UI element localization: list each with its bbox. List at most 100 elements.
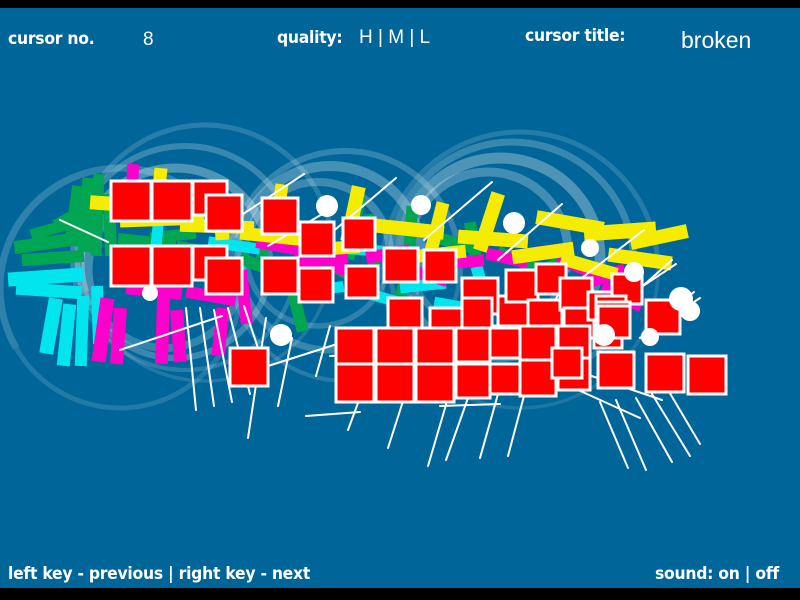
artwork-square xyxy=(298,220,336,258)
artwork-square xyxy=(150,244,194,288)
artwork-stroke-yellow xyxy=(239,226,307,247)
artwork-square xyxy=(204,256,244,296)
artwork-square xyxy=(150,179,194,223)
artwork-dot xyxy=(641,328,659,346)
artwork-stroke-magenta xyxy=(91,297,115,363)
quality-label: quality: xyxy=(277,28,343,48)
artwork-stroke-cyan xyxy=(74,295,90,367)
artwork-square xyxy=(341,216,377,252)
artwork-square xyxy=(454,362,492,400)
artwork-line xyxy=(185,307,197,411)
artwork-line xyxy=(59,219,109,243)
artwork-stroke-green xyxy=(21,249,85,267)
artwork-dot xyxy=(680,301,700,321)
artwork-line xyxy=(497,203,563,261)
stage: cursor no. 8 quality: H | M | L cursor t… xyxy=(0,8,800,588)
artwork-square xyxy=(297,266,335,304)
letterbox-top xyxy=(0,0,800,8)
cursor-number-label: cursor no. xyxy=(8,29,95,49)
artwork-line xyxy=(507,395,525,457)
artwork-square xyxy=(422,248,458,284)
cursor-number-value: 8 xyxy=(143,29,154,50)
artwork-stroke-cyan xyxy=(39,297,63,355)
artwork-squares-layer xyxy=(109,179,728,404)
artwork-square xyxy=(382,246,420,284)
artwork-dot xyxy=(316,195,338,217)
artwork-dot xyxy=(411,195,431,215)
artwork-line xyxy=(439,403,501,407)
artwork-dot xyxy=(270,324,292,346)
artwork-line xyxy=(423,181,493,241)
artwork-square xyxy=(644,352,686,394)
artwork-canvas xyxy=(0,122,728,471)
artwork-square xyxy=(260,256,300,296)
artwork-square xyxy=(374,362,416,404)
artwork-stroke-magenta xyxy=(110,307,127,365)
artwork-stroke-magenta xyxy=(154,297,171,365)
artwork-line xyxy=(651,393,691,457)
artwork-stroke-magenta xyxy=(185,285,237,307)
artwork-line xyxy=(315,325,331,377)
artwork-line xyxy=(119,315,223,351)
artwork-square xyxy=(414,326,456,368)
cursor-artwork xyxy=(0,8,800,588)
artwork-line xyxy=(573,229,645,285)
artwork-stroke-cyan xyxy=(56,303,77,367)
artwork-square xyxy=(414,362,456,404)
artwork-stroke-yellow xyxy=(629,224,689,250)
artwork-stroke-cyan xyxy=(7,267,85,287)
artwork-line xyxy=(329,177,397,235)
artwork-line xyxy=(305,411,361,417)
artwork-stroke-cyan xyxy=(15,281,83,300)
quality-selector[interactable]: H | M | L xyxy=(359,27,431,48)
artwork-square xyxy=(518,324,558,364)
artwork-square xyxy=(334,326,376,368)
artwork-line xyxy=(599,401,629,469)
artwork-stroke-yellow xyxy=(371,218,445,240)
sound-toggle[interactable]: sound: on | off xyxy=(655,564,780,584)
artwork-stroke-cyan xyxy=(207,236,261,255)
artwork-stroke-yellow xyxy=(559,252,619,281)
artwork-arc xyxy=(228,148,463,283)
artwork-square xyxy=(550,346,584,380)
artwork-stroke-yellow xyxy=(473,191,505,253)
artwork-line xyxy=(427,397,449,467)
artwork-square xyxy=(488,362,522,396)
artwork-square xyxy=(204,193,244,233)
artwork-dot xyxy=(624,262,644,282)
artwork-dot xyxy=(142,285,158,301)
artwork-square xyxy=(260,196,300,236)
artwork-line xyxy=(277,337,293,407)
artwork-square xyxy=(109,244,153,288)
artwork-line xyxy=(615,399,647,471)
artwork-line xyxy=(199,307,215,407)
artwork-line xyxy=(387,397,405,449)
artwork-square xyxy=(334,362,376,404)
artwork-square xyxy=(374,326,416,368)
artwork-square xyxy=(454,326,492,364)
cursor-title-value: broken xyxy=(681,27,752,53)
artwork-line xyxy=(239,173,305,217)
artwork-line xyxy=(667,389,701,445)
artwork-stroke-yellow xyxy=(607,247,673,271)
artwork-line xyxy=(635,397,673,463)
artwork-square xyxy=(228,346,270,388)
letterbox-bottom xyxy=(0,588,800,600)
artwork-arc xyxy=(379,129,661,280)
artwork-arc xyxy=(386,138,638,269)
artwork-dot xyxy=(593,324,615,346)
artwork-square xyxy=(344,264,380,300)
artwork-dot xyxy=(503,212,525,234)
artwork-stroke-magenta xyxy=(170,309,187,363)
artwork-dot xyxy=(581,239,599,257)
artwork-dots-layer xyxy=(142,195,700,346)
artwork-square xyxy=(504,268,540,304)
artwork-stroke-yellow xyxy=(511,241,575,265)
cursor-title-label: cursor title: xyxy=(525,26,626,46)
navigation-hint[interactable]: left key - previous | right key - next xyxy=(8,564,311,584)
artwork-square xyxy=(460,296,494,330)
artwork-square xyxy=(488,326,522,360)
artwork-square xyxy=(109,179,153,223)
artwork-line xyxy=(445,397,469,461)
